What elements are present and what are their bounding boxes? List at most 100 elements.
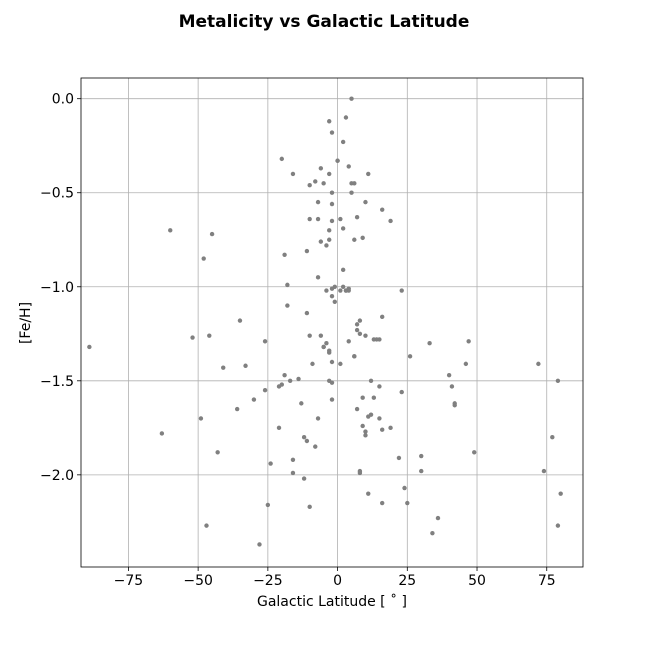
data-point (352, 354, 357, 359)
data-point (329, 201, 335, 207)
data-point (368, 378, 374, 384)
data-point (363, 433, 368, 438)
data-point (380, 427, 385, 432)
data-point (318, 166, 324, 171)
data-point (363, 429, 368, 434)
data-point (243, 363, 248, 368)
data-point (380, 500, 385, 506)
data-point (463, 361, 469, 367)
data-point (340, 139, 346, 145)
data-point (371, 395, 377, 400)
data-point (349, 190, 354, 195)
data-point (304, 310, 310, 316)
data-point (558, 491, 563, 496)
data-point (363, 199, 368, 205)
y-tick-label: −2.0 (40, 468, 74, 484)
data-point (307, 183, 312, 188)
data-point (315, 275, 321, 280)
y-tick-label: −1.0 (40, 280, 74, 296)
data-point (324, 243, 329, 248)
data-point (368, 412, 374, 417)
data-point (301, 435, 307, 440)
data-point (332, 284, 337, 289)
data-point (282, 252, 287, 257)
data-point (377, 337, 382, 342)
data-point (304, 438, 310, 444)
data-point (435, 515, 441, 521)
data-point (329, 397, 335, 402)
data-point (327, 350, 332, 355)
data-point (340, 226, 346, 231)
data-point (360, 395, 365, 400)
data-point (388, 218, 393, 224)
data-point (290, 457, 296, 462)
data-point (377, 384, 382, 389)
data-point (402, 485, 407, 491)
data-point (366, 491, 371, 496)
data-point (315, 199, 321, 205)
data-point (329, 380, 335, 385)
data-point (301, 476, 307, 481)
data-point (221, 365, 226, 370)
data-point (360, 235, 365, 241)
data-point (198, 416, 204, 421)
data-point (354, 322, 360, 327)
data-point (315, 416, 321, 421)
x-tick-label: 0 (333, 573, 342, 589)
data-point (234, 406, 240, 412)
data-point (324, 340, 329, 346)
data-point (318, 333, 324, 338)
data-point (262, 388, 268, 393)
data-point (346, 164, 351, 169)
data-point (388, 425, 393, 431)
data-point (290, 171, 296, 177)
data-point (332, 299, 337, 305)
data-point (396, 455, 402, 461)
data-point (321, 181, 326, 186)
data-point (329, 130, 335, 135)
data-point (472, 450, 477, 455)
data-point (357, 318, 363, 323)
data-point (541, 468, 547, 474)
data-point (346, 288, 351, 293)
data-point (352, 237, 357, 242)
data-point (209, 231, 215, 237)
data-point (452, 403, 457, 408)
data-point (307, 333, 312, 338)
data-point (346, 339, 351, 344)
x-tick-label: −75 (114, 573, 144, 589)
y-tick-label: 0.0 (52, 92, 74, 108)
data-point (290, 470, 296, 476)
data-point (357, 331, 363, 336)
data-point (207, 333, 212, 338)
x-tick-label: −25 (253, 573, 283, 589)
data-point (449, 384, 455, 389)
data-point (327, 171, 332, 177)
data-point (360, 423, 365, 429)
data-point (550, 435, 555, 440)
data-point (338, 288, 343, 293)
data-point (287, 378, 293, 384)
data-point (285, 282, 290, 288)
data-point (343, 115, 349, 120)
x-axis-label: Galactic Latitude [ ˚ ] (257, 593, 407, 610)
data-points (87, 96, 563, 547)
grid (81, 78, 583, 567)
data-point (276, 425, 282, 431)
data-point (399, 288, 404, 293)
data-point (87, 344, 92, 350)
data-point (399, 389, 404, 395)
data-point (237, 318, 243, 323)
data-point (310, 361, 315, 367)
data-point (419, 468, 424, 474)
data-point (446, 372, 452, 378)
data-point (279, 156, 284, 162)
x-tick-label: 50 (468, 573, 486, 589)
data-point (327, 228, 332, 233)
data-point (380, 207, 385, 212)
data-point (536, 361, 541, 367)
data-point (366, 171, 371, 177)
data-point (201, 256, 206, 261)
y-axis-label: [Fe/H] (18, 302, 34, 344)
